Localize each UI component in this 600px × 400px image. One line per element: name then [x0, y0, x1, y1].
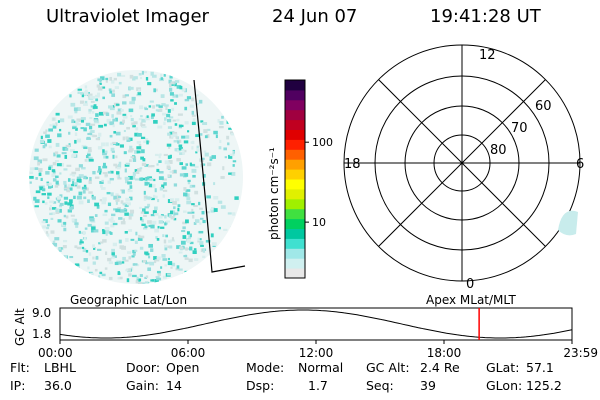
info-key: Gain:	[126, 378, 159, 393]
terminator-line	[193, 79, 246, 273]
colorbar-cell	[285, 258, 305, 269]
colorbar: 100 10 photon cm⁻²s⁻¹	[267, 79, 333, 279]
colorbar-cell	[285, 228, 305, 239]
polar-diagonal-2	[378, 79, 546, 247]
colorbar-cell	[285, 89, 305, 101]
polar-label-top: 12	[479, 48, 496, 63]
info-value: Normal	[298, 360, 344, 375]
timeline-x-tick-label: 23:59	[563, 346, 598, 360]
colorbar-tick-label: 10	[312, 216, 326, 229]
polar-label-right: 6	[576, 157, 584, 172]
colorbar-cell	[285, 80, 305, 91]
info-key: IP:	[10, 378, 26, 393]
info-key: GLat:	[486, 360, 520, 375]
colorbar-cell	[285, 109, 305, 121]
timeline-x-tick-label: 06:00	[171, 346, 206, 360]
altitude-timeline: Geographic Lat/Lon Apex MLat/MLT GC Alt …	[13, 293, 598, 360]
uv-disk-background	[29, 70, 243, 284]
info-key: Flt:	[10, 360, 30, 375]
info-key: Door:	[126, 360, 161, 375]
image-title: Ultraviolet Imager	[46, 6, 209, 27]
polar-lat-label-70: 70	[511, 121, 528, 136]
colorbar-cell	[285, 188, 305, 200]
colorbar-unit-label: photon cm⁻²s⁻¹	[267, 147, 281, 240]
timeline-y-tick-bottom: 1.8	[32, 327, 51, 341]
polar-lat-label-60: 60	[535, 99, 552, 114]
info-value: LBHL	[44, 360, 76, 375]
info-value: 1.7	[308, 378, 328, 393]
timeline-right-label: Apex MLat/MLT	[426, 293, 516, 307]
colorbar-cell	[285, 248, 305, 259]
polar-label-bottom: 0	[466, 277, 474, 292]
image-date: 24 Jun 07	[272, 6, 358, 27]
timeline-y-tick-top: 9.0	[32, 306, 51, 320]
colorbar-frame	[284, 79, 306, 279]
timeline-x-tick-label: 12:00	[299, 346, 334, 360]
info-value: 125.2	[526, 378, 562, 393]
colorbar-cell	[285, 238, 305, 249]
timeline-x-tick-label: 18:00	[427, 346, 462, 360]
colorbar-cell	[285, 208, 305, 220]
timeline-frame	[59, 307, 573, 341]
colorbar-cell	[285, 99, 305, 111]
colorbar-cell	[285, 268, 305, 279]
colorbar-cell	[285, 198, 305, 210]
polar-uv-patch	[558, 210, 578, 236]
timeline-left-label: Geographic Lat/Lon	[70, 293, 187, 307]
image-time: 19:41:28 UT	[430, 6, 541, 27]
polar-label-left: 18	[344, 157, 361, 172]
info-value: 39	[420, 378, 436, 393]
polar-grid	[343, 44, 581, 282]
info-value: 14	[166, 378, 182, 393]
colorbar-gradient	[285, 80, 305, 279]
info-key: Dsp:	[246, 378, 275, 393]
colorbar-ticks: 100 10	[305, 136, 333, 229]
colorbar-cell	[285, 129, 305, 140]
timeline-x-tick-label: 00:00	[38, 346, 73, 360]
info-value: 2.4 Re	[420, 360, 460, 375]
info-key: Mode:	[246, 360, 285, 375]
colorbar-cell	[285, 139, 305, 150]
altitude-curve	[59, 309, 573, 339]
info-key: GC Alt:	[366, 360, 410, 375]
info-value: 36.0	[44, 378, 72, 393]
timeline-y-title: GC Alt	[13, 308, 27, 346]
polar-lat-label-80: 80	[490, 143, 507, 158]
geographic-uv-image	[29, 70, 246, 284]
info-key: GLon:	[486, 378, 523, 393]
colorbar-cell	[285, 169, 305, 180]
colorbar-cell	[285, 159, 305, 170]
info-key: Seq:	[366, 378, 394, 393]
colorbar-cell	[285, 179, 305, 190]
info-value: 57.1	[526, 360, 554, 375]
timeline-x-ticks: 00:00 06:00 12:00 18:00 23:59	[38, 340, 598, 360]
info-value: Open	[166, 360, 200, 375]
colorbar-tick-label: 100	[312, 136, 333, 149]
colorbar-cell	[285, 149, 305, 160]
colorbar-cell	[285, 218, 305, 229]
colorbar-cell	[285, 119, 305, 130]
